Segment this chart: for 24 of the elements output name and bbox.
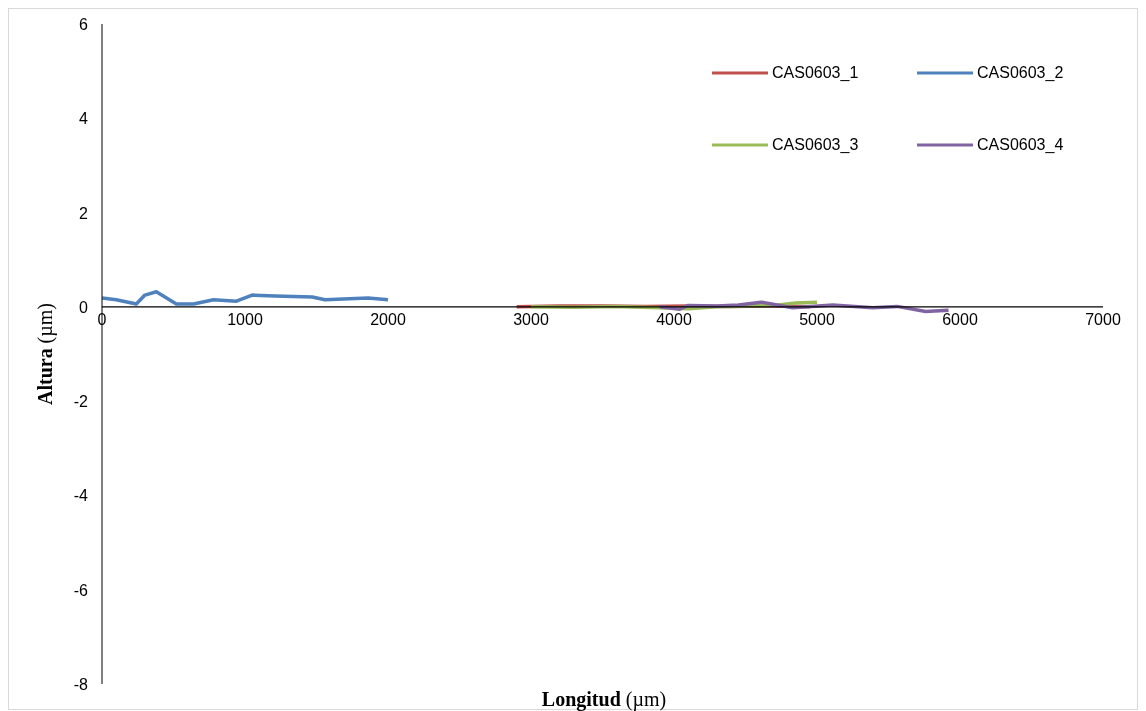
y-tick-label: -6 — [73, 581, 89, 599]
y-tick-label: -8 — [73, 676, 89, 693]
y-tick-label: -4 — [73, 487, 89, 505]
legend-label: CAS0603_3 — [772, 136, 859, 154]
x-axis-title: Longitud (µm) — [541, 688, 666, 711]
y-tick-label: 4 — [79, 110, 89, 128]
legend-label: CAS0603_1 — [772, 64, 859, 82]
legend-label: CAS0603_4 — [977, 136, 1064, 154]
legend-label: CAS0603_2 — [977, 64, 1064, 82]
y-tick-label: 2 — [79, 204, 89, 222]
line-series — [102, 290, 390, 306]
line-series — [657, 300, 951, 314]
y-tick-label: 6 — [79, 16, 89, 33]
x-tick-label: 1000 — [227, 310, 263, 328]
x-tick-label: 7000 — [1085, 310, 1121, 328]
x-tick-label: 6000 — [942, 310, 978, 328]
x-tick-label: 3000 — [513, 310, 549, 328]
y-tick-label: 0 — [79, 298, 89, 316]
x-tick-label: 2000 — [370, 310, 406, 328]
x-tick-label: 5000 — [799, 310, 835, 328]
x-tick-label: 4000 — [656, 310, 692, 328]
y-tick-label: -2 — [73, 393, 89, 411]
y-axis-title: Altura (µm) — [34, 302, 57, 406]
x-tick-label: 0 — [97, 310, 107, 328]
